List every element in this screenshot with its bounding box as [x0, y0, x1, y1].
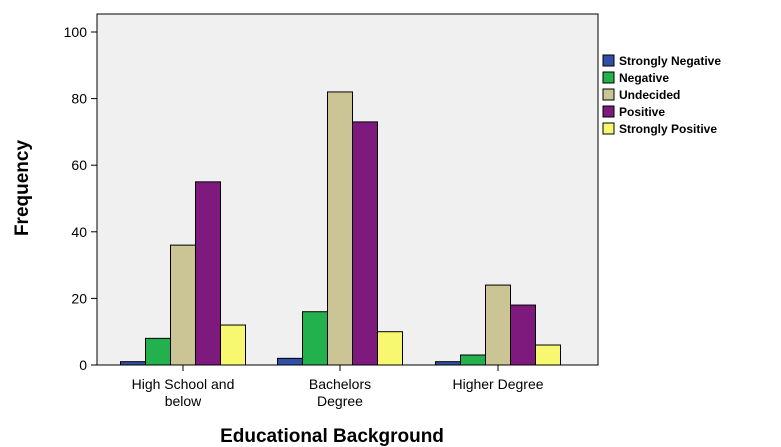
bar-negative [460, 354, 486, 366]
y-tick-label: 60 [71, 157, 87, 173]
bar-negative [145, 337, 171, 366]
bar-strongly-negative [435, 361, 461, 366]
y-tick-label: 40 [71, 224, 87, 240]
bar-positive [195, 181, 221, 366]
legend-label: Undecided [619, 88, 680, 102]
bar-undecided [485, 284, 511, 366]
legend-swatch [602, 88, 615, 101]
bar-positive [510, 304, 536, 366]
legend-label: Negative [619, 71, 669, 85]
legend-swatch [602, 105, 615, 118]
legend-swatch [602, 71, 615, 84]
x-category-label: below [165, 393, 202, 409]
bar-positive [352, 121, 378, 366]
y-tick-label: 100 [64, 24, 88, 40]
legend-label: Strongly Positive [619, 122, 717, 136]
x-category-label: Degree [317, 393, 363, 409]
bar-strongly-negative [277, 357, 303, 366]
y-tick-label: 80 [71, 91, 87, 107]
bar-strongly-positive [377, 331, 403, 366]
x-category-label: Higher Degree [452, 376, 543, 392]
bar-strongly-negative [120, 361, 146, 366]
legend-swatch [602, 54, 615, 67]
bar-undecided [170, 244, 196, 366]
bar-undecided [327, 91, 353, 366]
legend-label: Positive [619, 105, 665, 119]
bar-negative [302, 311, 328, 366]
x-axis-title: Educational Background [220, 426, 444, 447]
x-category-label: Bachelors [309, 376, 371, 392]
bar-strongly-positive [220, 324, 246, 366]
y-axis-title: Frequency [12, 140, 33, 237]
x-category-label: High School and [132, 376, 235, 392]
bar-strongly-positive [535, 344, 561, 366]
y-tick-label: 0 [79, 357, 87, 373]
legend-swatch [602, 122, 615, 135]
y-tick-label: 20 [71, 290, 87, 306]
legend-label: Strongly Negative [619, 54, 721, 68]
